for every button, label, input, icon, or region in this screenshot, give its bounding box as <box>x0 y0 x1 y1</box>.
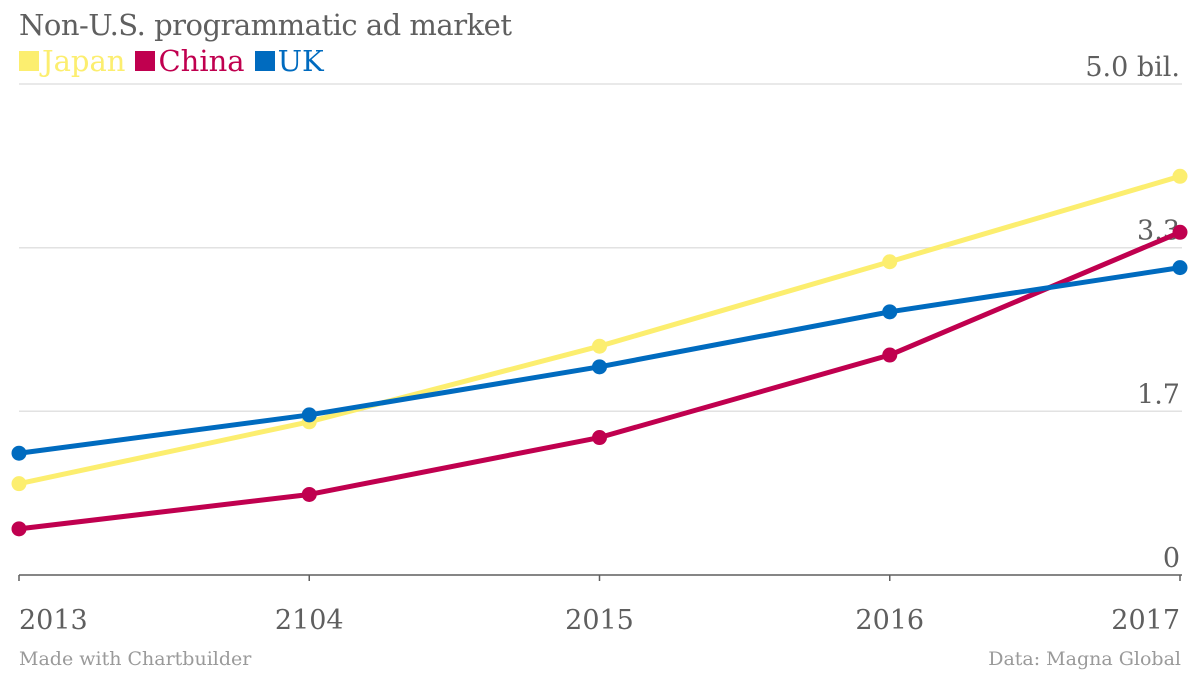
legend-swatch <box>254 51 275 71</box>
data-point-uk <box>592 359 607 375</box>
legend-label: China <box>158 44 245 78</box>
data-point-uk <box>882 304 898 320</box>
data-point-japan <box>882 254 898 270</box>
chart-credit: Made with Chartbuilder <box>19 648 252 670</box>
x-tick-label: 2104 <box>275 605 344 636</box>
data-point-china <box>1172 224 1188 240</box>
legend-item-japan: Japan <box>19 44 125 78</box>
data-source: Data: Magna Global <box>988 648 1181 670</box>
y-tick-label: 1.7 <box>1137 379 1180 410</box>
data-point-china <box>301 486 317 502</box>
x-tick-label: 2015 <box>565 605 634 636</box>
chart-title: Non-U.S. programmatic ad market <box>19 8 512 42</box>
x-tick-label: 2017 <box>1111 605 1180 636</box>
y-tick-label: 5.0 bil. <box>1085 52 1180 83</box>
data-point-uk <box>301 407 317 423</box>
data-point-china <box>592 430 607 446</box>
x-tick-label: 2013 <box>19 605 88 636</box>
legend-item-china: China <box>135 44 245 78</box>
data-point-japan <box>592 338 607 354</box>
legend: Japan China UK <box>19 44 324 78</box>
legend-swatch <box>135 51 156 71</box>
legend-label: Japan <box>42 44 126 78</box>
y-tick-label: 0 <box>1163 543 1180 574</box>
series-line-china <box>18 229 1181 532</box>
data-point-japan <box>1172 168 1188 184</box>
data-point-china <box>882 347 898 363</box>
data-point-japan <box>11 476 27 492</box>
data-point-china <box>11 521 27 537</box>
x-tick-label: 2016 <box>855 605 924 636</box>
data-point-uk <box>11 445 27 461</box>
data-point-uk <box>1172 260 1188 276</box>
legend-label: UK <box>277 44 324 78</box>
legend-item-uk: UK <box>254 44 324 78</box>
legend-swatch <box>19 51 39 71</box>
